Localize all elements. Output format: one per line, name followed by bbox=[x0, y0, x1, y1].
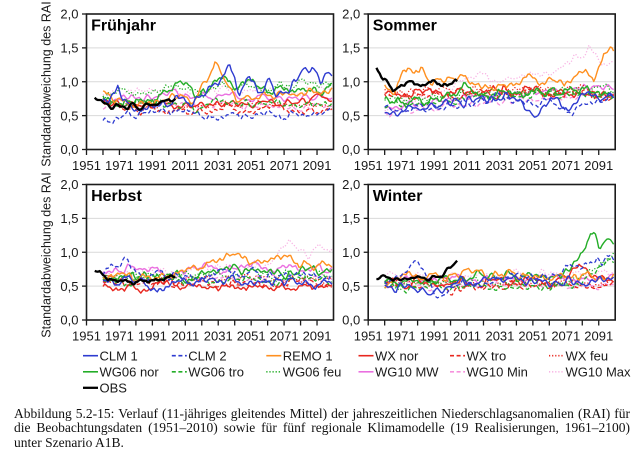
svg-text:2071: 2071 bbox=[270, 158, 299, 173]
svg-text:1971: 1971 bbox=[387, 328, 416, 343]
svg-text:2031: 2031 bbox=[204, 328, 233, 343]
svg-text:1971: 1971 bbox=[387, 158, 416, 173]
svg-text:2051: 2051 bbox=[518, 328, 547, 343]
svg-text:WG10 Min: WG10 Min bbox=[467, 364, 528, 379]
svg-text:1971: 1971 bbox=[105, 158, 134, 173]
svg-text:2031: 2031 bbox=[485, 328, 514, 343]
svg-text:Herbst: Herbst bbox=[91, 188, 142, 205]
svg-text:2051: 2051 bbox=[237, 328, 266, 343]
svg-text:0,5: 0,5 bbox=[60, 108, 78, 123]
svg-text:1,5: 1,5 bbox=[342, 41, 360, 56]
svg-text:1951: 1951 bbox=[72, 158, 101, 173]
svg-text:WX tro: WX tro bbox=[467, 348, 507, 363]
svg-text:Sommer: Sommer bbox=[373, 17, 437, 34]
svg-text:2051: 2051 bbox=[237, 158, 266, 173]
svg-text:0,5: 0,5 bbox=[60, 279, 78, 294]
svg-text:WG06 nor: WG06 nor bbox=[100, 364, 160, 379]
svg-text:2091: 2091 bbox=[584, 158, 613, 173]
svg-text:2091: 2091 bbox=[303, 328, 332, 343]
svg-text:WG06 tro: WG06 tro bbox=[188, 364, 244, 379]
svg-text:0,5: 0,5 bbox=[342, 279, 360, 294]
svg-text:1951: 1951 bbox=[354, 328, 383, 343]
svg-text:1,0: 1,0 bbox=[60, 245, 78, 260]
svg-text:2071: 2071 bbox=[551, 328, 580, 343]
svg-text:2031: 2031 bbox=[485, 158, 514, 173]
svg-text:1,0: 1,0 bbox=[60, 74, 78, 89]
svg-text:2011: 2011 bbox=[453, 158, 481, 173]
svg-text:OBS: OBS bbox=[100, 380, 128, 395]
svg-text:2071: 2071 bbox=[551, 158, 580, 173]
svg-text:2011: 2011 bbox=[171, 158, 199, 173]
svg-text:1991: 1991 bbox=[138, 158, 167, 173]
svg-text:WX nor: WX nor bbox=[375, 348, 419, 363]
svg-text:2,0: 2,0 bbox=[342, 177, 360, 192]
svg-text:2,0: 2,0 bbox=[60, 177, 78, 192]
svg-text:1,0: 1,0 bbox=[342, 245, 360, 260]
svg-text:Winter: Winter bbox=[373, 188, 423, 205]
svg-text:1991: 1991 bbox=[420, 328, 449, 343]
svg-text:Frühjahr: Frühjahr bbox=[91, 17, 156, 34]
svg-text:WG10 Max: WG10 Max bbox=[566, 364, 632, 379]
svg-text:Standardabweichung des RAI: Standardabweichung des RAI bbox=[40, 172, 54, 337]
svg-text:1,5: 1,5 bbox=[342, 211, 360, 226]
svg-text:1,0: 1,0 bbox=[342, 74, 360, 89]
svg-text:1951: 1951 bbox=[354, 158, 383, 173]
svg-text:0,0: 0,0 bbox=[342, 142, 360, 157]
svg-text:1991: 1991 bbox=[420, 158, 449, 173]
svg-text:2051: 2051 bbox=[518, 158, 547, 173]
svg-text:0,0: 0,0 bbox=[60, 313, 78, 328]
svg-text:0,0: 0,0 bbox=[342, 313, 360, 328]
svg-text:WG06 feu: WG06 feu bbox=[283, 364, 342, 379]
svg-text:CLM 1: CLM 1 bbox=[100, 348, 138, 363]
svg-text:1,5: 1,5 bbox=[60, 41, 78, 56]
svg-text:1971: 1971 bbox=[105, 328, 134, 343]
svg-text:CLM 2: CLM 2 bbox=[188, 348, 226, 363]
svg-text:2091: 2091 bbox=[584, 328, 613, 343]
svg-text:2011: 2011 bbox=[171, 328, 199, 343]
svg-text:2031: 2031 bbox=[204, 158, 233, 173]
svg-text:0,5: 0,5 bbox=[342, 108, 360, 123]
svg-text:1,5: 1,5 bbox=[60, 211, 78, 226]
svg-text:1991: 1991 bbox=[138, 328, 167, 343]
svg-text:2011: 2011 bbox=[453, 328, 481, 343]
svg-text:WG10 MW: WG10 MW bbox=[375, 364, 439, 379]
svg-text:2091: 2091 bbox=[303, 158, 332, 173]
svg-text:WX feu: WX feu bbox=[566, 348, 609, 363]
svg-text:2071: 2071 bbox=[270, 328, 299, 343]
svg-text:2,0: 2,0 bbox=[60, 7, 78, 22]
svg-text:1951: 1951 bbox=[72, 328, 101, 343]
svg-text:REMO 1: REMO 1 bbox=[283, 348, 333, 363]
svg-text:0,0: 0,0 bbox=[60, 142, 78, 157]
svg-text:Standardabweichung des RAI: Standardabweichung des RAI bbox=[40, 1, 54, 166]
svg-text:2,0: 2,0 bbox=[342, 7, 360, 22]
